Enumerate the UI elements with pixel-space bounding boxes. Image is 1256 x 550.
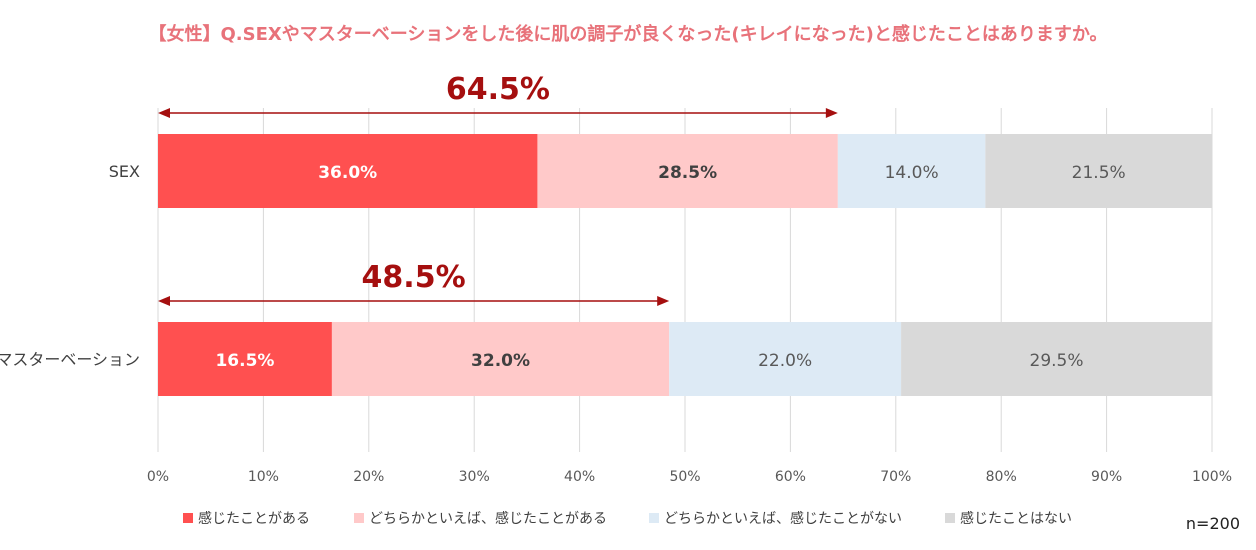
x-tick-label-10: 100% bbox=[1192, 469, 1232, 485]
x-tick-label-4: 40% bbox=[564, 469, 595, 485]
category-labels: SEX マスターベーション bbox=[0, 162, 140, 369]
data-label-1-0: 16.5% bbox=[215, 351, 274, 371]
data-label-0-2: 14.0% bbox=[885, 163, 939, 183]
x-tick-label-9: 90% bbox=[1091, 469, 1122, 485]
legend-swatch-2 bbox=[649, 513, 659, 523]
data-label-1-3: 29.5% bbox=[1030, 351, 1084, 371]
legend-swatch-1 bbox=[354, 513, 364, 523]
x-tick-label-2: 20% bbox=[353, 469, 384, 485]
x-tick-label-7: 70% bbox=[880, 469, 911, 485]
legend-swatch-3 bbox=[945, 513, 955, 523]
annotations: 64.5% 48.5% bbox=[158, 72, 838, 306]
legend-label-1: どちらかといえば、感じたことがある bbox=[369, 510, 607, 527]
x-tick-label-5: 50% bbox=[669, 469, 700, 485]
category-label-1: マスターベーション bbox=[0, 350, 140, 369]
bar-segment-0-3 bbox=[985, 134, 1212, 208]
chart-title: 【女性】Q.SEXやマスターベーションをした後に肌の調子が良くなった(キレイにな… bbox=[148, 24, 1108, 45]
bar-segment-1-2 bbox=[669, 322, 902, 396]
bar-segment-1-3 bbox=[901, 322, 1212, 396]
data-label-0-3: 21.5% bbox=[1072, 163, 1126, 183]
legend-swatch-0 bbox=[183, 513, 193, 523]
x-tick-label-3: 30% bbox=[459, 469, 490, 485]
data-label-1-2: 22.0% bbox=[758, 351, 812, 371]
bar-segment-1-1 bbox=[331, 322, 670, 396]
bars: 36.0% 28.5% 14.0% 21.5% 16.5% 32.0% 22.0% 29.5% bbox=[158, 134, 1212, 396]
annotation-arrowhead-left-0 bbox=[158, 108, 170, 118]
annotation-arrowhead-right-0 bbox=[825, 108, 838, 118]
annotation-label-1: 48.5% bbox=[362, 260, 466, 295]
bar-segment-0-2 bbox=[837, 134, 986, 208]
data-label-1-1: 32.0% bbox=[471, 351, 530, 371]
x-tick-label-8: 80% bbox=[986, 469, 1017, 485]
annotation-arrowhead-right-1 bbox=[657, 296, 670, 306]
annotation-arrowhead-left-1 bbox=[158, 296, 170, 306]
x-tick-label-0: 0% bbox=[147, 469, 169, 485]
bar-segment-0-1 bbox=[537, 134, 838, 208]
legend-label-0: 感じたことがある bbox=[198, 510, 310, 527]
annotation-label-0: 64.5% bbox=[446, 72, 550, 107]
data-label-0-1: 28.5% bbox=[658, 163, 717, 183]
category-label-0: SEX bbox=[109, 162, 140, 181]
x-axis-tick-labels: 0% 10% 20% 30% 40% 50% 60% 70% 80% 90% 100% bbox=[147, 469, 1232, 485]
legend: 感じたことがある どちらかといえば、感じたことがある どちらかといえば、感じたことが… bbox=[183, 510, 1072, 527]
x-tick-label-6: 60% bbox=[775, 469, 806, 485]
x-tick-label-1: 10% bbox=[248, 469, 279, 485]
data-label-0-0: 36.0% bbox=[318, 163, 377, 183]
sample-size-label: n=200 bbox=[1185, 514, 1240, 533]
legend-label-3: 感じたことはない bbox=[960, 510, 1072, 527]
bar-segment-0-0 bbox=[158, 134, 538, 208]
bar-segment-1-0 bbox=[158, 322, 332, 396]
legend-label-2: どちらかといえば、感じたことがない bbox=[664, 510, 902, 527]
